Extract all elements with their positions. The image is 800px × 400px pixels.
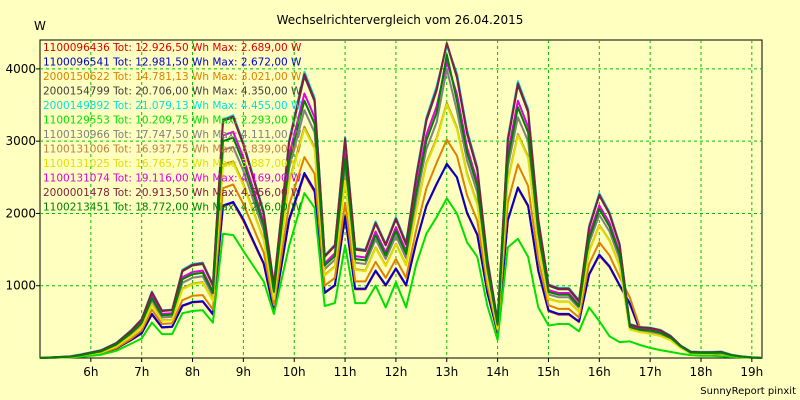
series-line-6 bbox=[39, 67, 763, 359]
series-line-8 bbox=[39, 103, 763, 359]
legend-item: 2000001478 Tot: 20.913,50 Wh Max: 4.356,… bbox=[43, 187, 302, 199]
series-line-10 bbox=[39, 42, 763, 359]
x-tick-label: 9h bbox=[236, 365, 251, 379]
x-tick-label: 6h bbox=[83, 365, 98, 379]
y-tick-label: 1000 bbox=[5, 279, 36, 293]
x-tick-label: 13h bbox=[435, 365, 458, 379]
x-tick-label: 17h bbox=[639, 365, 662, 379]
x-tick-label: 18h bbox=[690, 365, 713, 379]
legend-item: 1100213451 Tot: 18.772,00 Wh Max: 4.256,… bbox=[43, 202, 302, 214]
legend-item: 2000149892 Tot: 21.079,13 Wh Max: 4.455,… bbox=[43, 100, 302, 112]
legend-item: 1100131006 Tot: 16.937,75 Wh Max: 3.839,… bbox=[43, 144, 302, 156]
legend: 1100096436 Tot: 12.926,50 Wh Max: 2.689,… bbox=[43, 42, 302, 214]
x-tick-label: 15h bbox=[537, 365, 560, 379]
legend-item: 1100130966 Tot: 17.747,50 Wh Max: 4.111,… bbox=[43, 129, 302, 141]
legend-item: 1100131074 Tot: 19.116,00 Wh Max: 4.169,… bbox=[43, 173, 302, 185]
y-tick-label: 2000 bbox=[5, 206, 36, 220]
y-tick-label: 4000 bbox=[5, 62, 36, 76]
y-unit-label: W bbox=[34, 19, 46, 33]
x-tick-label: 11h bbox=[334, 365, 357, 379]
legend-item: 1100096541 Tot: 12.981,50 Wh Max: 2.672,… bbox=[43, 57, 302, 69]
x-tick-label: 14h bbox=[486, 365, 509, 379]
y-axis-ticks: 1000 2000 3000 4000 bbox=[5, 62, 40, 293]
legend-item: 1100096436 Tot: 12.926,50 Wh Max: 2.689,… bbox=[43, 42, 302, 54]
legend-item: 2000150622 Tot: 14.781,13 Wh Max: 3.021,… bbox=[43, 71, 302, 83]
legend-item: 1100131025 Tot: 16.765,75 Wh Max: 3.887,… bbox=[43, 158, 302, 170]
footer-credit: SunnyReport pinxit bbox=[700, 386, 796, 397]
series-line-5 bbox=[39, 192, 763, 359]
x-tick-label: 19h bbox=[740, 365, 763, 379]
legend-item: 2000154799 Tot: 20.706,00 Wh Max: 4.350,… bbox=[43, 86, 302, 98]
x-tick-label: 8h bbox=[185, 365, 200, 379]
series-line-11 bbox=[39, 53, 763, 359]
y-tick-label: 3000 bbox=[5, 134, 36, 148]
chart-title: Wechselrichtervergleich vom 26.04.2015 bbox=[277, 13, 524, 27]
plot-area bbox=[39, 39, 763, 359]
legend-item: 1100129553 Tot: 10.209,75 Wh Max: 2.293,… bbox=[43, 115, 302, 127]
x-tick-label: 16h bbox=[588, 365, 611, 379]
x-tick-label: 12h bbox=[384, 365, 407, 379]
x-tick-label: 7h bbox=[134, 365, 149, 379]
x-axis-ticks: 6h 7h 8h 9h 10h 11h 12h 13h 14h 15h 16h 17h 18h 19h bbox=[83, 358, 763, 379]
series-lines bbox=[39, 42, 763, 359]
x-tick-label: 10h bbox=[283, 365, 306, 379]
